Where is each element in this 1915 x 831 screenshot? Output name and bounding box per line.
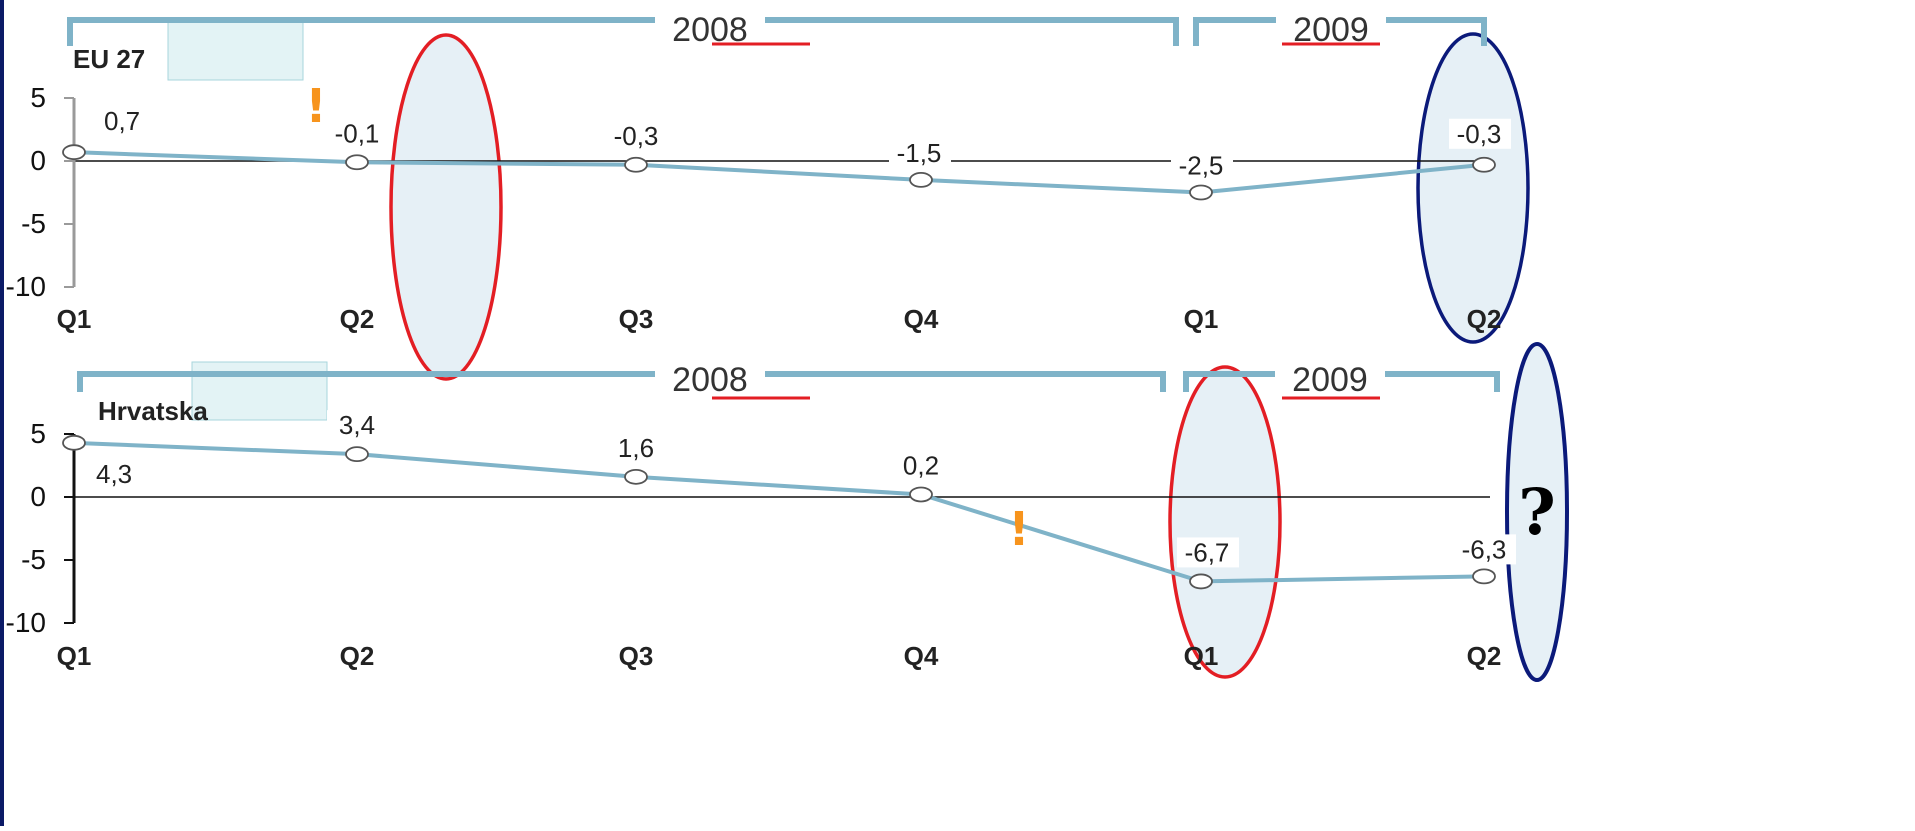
exclamation-marker: ! — [306, 79, 327, 133]
category-label: Q4 — [904, 304, 939, 334]
category-label: Q3 — [619, 304, 654, 334]
series-line — [73, 150, 1485, 195]
year-label-bg — [1276, 2, 1386, 38]
category-label: Q2 — [340, 304, 375, 334]
value-label: -2,5 — [1179, 151, 1224, 181]
data-point — [62, 144, 86, 161]
value-label: 4,3 — [96, 459, 132, 489]
value-label-bg — [100, 106, 162, 137]
value-label-bg — [1177, 537, 1239, 568]
y-tick-label: 0 — [30, 145, 46, 176]
value-label-bg — [327, 118, 389, 149]
region-label: EU 27 — [73, 44, 145, 74]
highlight-ellipse — [1168, 365, 1282, 679]
data-point — [909, 486, 933, 503]
series-line — [73, 440, 1485, 584]
y-tick-label: -10 — [6, 607, 46, 638]
data-point — [624, 468, 648, 485]
data-point — [909, 171, 933, 188]
data-point — [1189, 573, 1213, 590]
value-label: 0,2 — [903, 450, 939, 480]
y-tick-label: 0 — [30, 481, 46, 512]
category-label: Q2 — [1467, 641, 1502, 671]
data-point — [624, 156, 648, 173]
left-edge-bar — [0, 0, 4, 826]
value-label: -0,3 — [614, 121, 659, 151]
label-highlight-box — [191, 361, 328, 421]
category-label: Q2 — [340, 641, 375, 671]
year-label-bg — [655, 2, 765, 38]
year-bracket — [67, 17, 1179, 46]
year-label: 2009 — [1292, 361, 1368, 399]
highlight-ellipse — [389, 33, 503, 381]
exclamation-marker: ! — [1009, 502, 1030, 556]
y-tick-label: -5 — [21, 208, 46, 239]
category-label: Q1 — [1184, 304, 1219, 334]
data-point — [62, 434, 86, 451]
data-point — [345, 154, 369, 171]
category-label: Q3 — [619, 641, 654, 671]
value-label: -0,3 — [1457, 119, 1502, 149]
value-label: -6,7 — [1185, 537, 1230, 567]
data-point — [1472, 568, 1496, 585]
value-label-bg — [891, 450, 953, 481]
year-label-bg — [1275, 356, 1385, 392]
value-label-bg — [327, 410, 389, 441]
category-label: Q1 — [57, 641, 92, 671]
data-point — [1472, 156, 1496, 173]
category-label: Q1 — [1184, 641, 1219, 671]
data-point — [1189, 184, 1213, 201]
value-label: 3,4 — [339, 410, 375, 440]
year-label-bg — [655, 356, 765, 392]
y-tick-label: -10 — [6, 271, 46, 302]
value-label: -1,5 — [897, 138, 942, 168]
value-label: 1,6 — [618, 433, 654, 463]
y-tick-label: -5 — [21, 544, 46, 575]
data-point — [345, 446, 369, 463]
value-label: -0,1 — [335, 118, 380, 148]
category-label: Q4 — [904, 641, 939, 671]
year-label: 2008 — [672, 361, 748, 399]
y-tick-label: 5 — [30, 418, 46, 449]
value-label: 0,7 — [104, 106, 140, 136]
question-mark: ? — [1518, 475, 1556, 550]
region-label: Hrvatska — [98, 396, 208, 426]
y-tick-label: 5 — [30, 82, 46, 113]
question-ellipse — [1505, 342, 1569, 682]
value-label-bg — [606, 120, 668, 151]
value-label-bg — [606, 432, 668, 463]
label-highlight-box — [167, 19, 304, 81]
value-label-bg — [1454, 534, 1516, 565]
chart-panel-2: 5 0 -5 -10 2008 2009 Hrvatska 4,3 3,4 1,6 0,2 -6,7 -… — [6, 342, 1569, 682]
value-label-bg — [92, 458, 154, 489]
value-label-bg — [1171, 150, 1233, 181]
value-label-bg — [889, 137, 951, 168]
value-label-bg — [1449, 118, 1511, 149]
highlight-ellipse — [1416, 32, 1530, 344]
value-label: -6,3 — [1462, 534, 1507, 564]
year-bracket — [77, 371, 1166, 392]
category-label: Q2 — [1467, 304, 1502, 334]
category-label: Q1 — [57, 304, 92, 334]
